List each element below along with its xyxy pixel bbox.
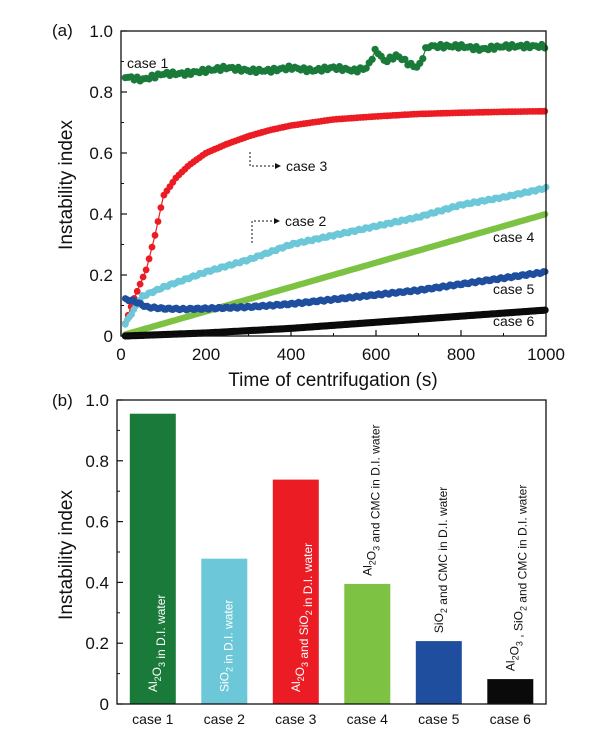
category-label: case 1 — [132, 711, 173, 727]
series-case-5 — [121, 268, 549, 314]
series-case-6 — [121, 306, 549, 340]
data-point-case-5 — [541, 268, 549, 275]
data-point-case-3 — [145, 255, 153, 263]
bar-description: Al2O3 in D.I. water — [146, 595, 168, 692]
bar-description: Al2O3 and CMC in D.I. water — [360, 424, 382, 575]
data-point-case-3 — [541, 107, 549, 115]
bar-case-3 — [272, 479, 319, 704]
data-point-case-3 — [133, 287, 141, 295]
y-tick-label: 0.8 — [85, 452, 109, 471]
y-tick-label: 0.4 — [85, 573, 109, 592]
series-case-1 — [121, 40, 549, 85]
y-tick-label: 1.0 — [85, 391, 109, 410]
category-label: case 4 — [347, 711, 388, 727]
panel-b-plot-frame — [116, 399, 547, 705]
bar-case-4 — [344, 583, 391, 704]
y-tick-label: 0.6 — [89, 144, 113, 163]
data-point-case-3 — [139, 273, 147, 281]
data-point-case-1 — [362, 64, 370, 72]
annotation-case-1: case 1 — [127, 55, 168, 71]
panel-a-y-axis-title: Instability index — [56, 120, 77, 250]
annotation-case-3: case 3 — [286, 158, 327, 174]
annotation-case-3-arrow — [249, 152, 281, 169]
category-label: case 2 — [204, 711, 245, 727]
y-tick-label: 0.2 — [85, 634, 109, 653]
annotation-case-4: case 4 — [493, 229, 534, 245]
panel-a-label: (a) — [52, 21, 73, 40]
panel-b-bars-group: Al2O3 in D.I. water SiO2 in D.I. water Al2… — [129, 413, 534, 704]
x-tick-label: 200 — [192, 345, 220, 364]
data-point-case-3 — [151, 231, 159, 239]
annotation-case-5: case 5 — [493, 281, 534, 297]
y-tick-label: 0.4 — [89, 205, 113, 224]
data-point-case-4 — [541, 211, 549, 218]
data-point-case-3 — [154, 218, 162, 225]
annotation-case-2-arrow — [251, 218, 280, 243]
annotation-case-6: case 6 — [493, 313, 534, 329]
x-tick-label: 1000 — [527, 345, 565, 364]
data-point-case-1 — [368, 55, 376, 63]
data-point-case-1 — [401, 55, 409, 63]
panel-a-x-axis-title: Time of centrifugation (s) — [228, 370, 437, 391]
series-line-case-3 — [124, 110, 547, 324]
bar-case-5 — [415, 641, 462, 704]
x-tick-label: 600 — [362, 345, 390, 364]
series-case-2 — [121, 183, 550, 328]
y-tick-label: 1.0 — [89, 22, 113, 41]
bar-description: Al2O3 , SiO2 and CMC in D.I. water — [503, 485, 529, 671]
y-tick-label: 0.2 — [89, 266, 113, 285]
data-point-case-3 — [157, 204, 165, 212]
y-tick-label: 0 — [100, 695, 109, 714]
data-point-case-1 — [541, 44, 549, 52]
bar-description: SiO2 and CMC in D.I. water — [432, 487, 450, 633]
panel-b-label: (b) — [52, 391, 73, 410]
panel-b-bar-chart: (b) Instability index Al2O3 in D.I. wate… — [52, 391, 547, 727]
panel-b-axes: case 1 case 2 case 3 case 4 case 5 case 6 0 0.2… — [85, 391, 547, 727]
panel-b-y-axis-title: Instability index — [56, 490, 77, 620]
panel-a-line-chart: (a) Instability index Time of centrifuga… — [52, 21, 565, 391]
category-label: case 5 — [418, 711, 459, 727]
panel-a-axes: 0 200 400 600 800 1000 0 0.2 0.4 0.6 0.8 1.0 — [89, 22, 565, 364]
series-case-3 — [121, 107, 549, 328]
data-point-case-3 — [142, 266, 150, 274]
bar-description: SiO2 in D.I. water — [217, 600, 235, 692]
series-line-case-2 — [124, 187, 547, 325]
annotation-case-2: case 2 — [285, 213, 326, 229]
data-point-case-3 — [136, 280, 144, 288]
data-point-case-6 — [541, 306, 549, 314]
series-case-4 — [122, 211, 549, 338]
data-point-case-1 — [419, 55, 427, 63]
x-tick-label: 800 — [447, 345, 475, 364]
bar-description: Al2O3 and SiO2 in D.I. water — [289, 543, 315, 692]
category-label: case 6 — [490, 711, 531, 727]
bar-case-6 — [487, 679, 534, 704]
category-label: case 3 — [275, 711, 316, 727]
x-tick-label: 0 — [116, 345, 125, 364]
y-tick-label: 0.6 — [85, 513, 109, 532]
panel-a-series-group — [121, 40, 550, 340]
bar-case-1 — [129, 413, 176, 704]
bar-case-2 — [201, 558, 248, 704]
data-point-case-3 — [148, 243, 156, 251]
x-tick-label: 400 — [277, 345, 305, 364]
y-tick-label: 0.8 — [89, 83, 113, 102]
y-tick-label: 0 — [104, 327, 113, 346]
